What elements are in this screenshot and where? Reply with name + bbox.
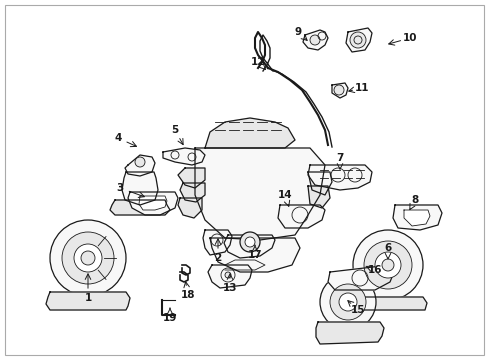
Circle shape xyxy=(224,272,230,278)
Circle shape xyxy=(309,35,319,45)
Polygon shape xyxy=(403,210,429,226)
Text: 6: 6 xyxy=(384,243,391,253)
Circle shape xyxy=(240,232,260,252)
Circle shape xyxy=(352,230,422,300)
Polygon shape xyxy=(392,205,441,230)
Polygon shape xyxy=(204,118,294,148)
Polygon shape xyxy=(178,198,202,218)
Polygon shape xyxy=(195,148,325,240)
Circle shape xyxy=(374,252,400,278)
Text: 3: 3 xyxy=(116,183,123,193)
Circle shape xyxy=(244,237,254,247)
Polygon shape xyxy=(307,186,329,208)
Text: 9: 9 xyxy=(294,27,301,37)
Text: 4: 4 xyxy=(114,133,122,143)
Polygon shape xyxy=(315,322,383,344)
Circle shape xyxy=(74,244,102,272)
Polygon shape xyxy=(278,205,325,228)
Text: 12: 12 xyxy=(250,57,264,67)
Polygon shape xyxy=(346,28,371,52)
Circle shape xyxy=(319,274,375,330)
Polygon shape xyxy=(163,148,204,165)
Text: 18: 18 xyxy=(181,290,195,300)
Polygon shape xyxy=(122,172,158,205)
Circle shape xyxy=(338,293,356,311)
Text: 17: 17 xyxy=(247,250,262,260)
Circle shape xyxy=(363,241,411,289)
Polygon shape xyxy=(110,200,170,215)
Polygon shape xyxy=(125,155,155,176)
Polygon shape xyxy=(178,168,204,188)
Text: 7: 7 xyxy=(336,153,343,163)
Polygon shape xyxy=(224,235,274,258)
Circle shape xyxy=(333,85,343,95)
Text: 2: 2 xyxy=(214,253,221,263)
Text: 11: 11 xyxy=(354,83,368,93)
Polygon shape xyxy=(128,192,178,215)
Circle shape xyxy=(81,251,95,265)
Text: 8: 8 xyxy=(410,195,418,205)
Polygon shape xyxy=(331,83,347,98)
Polygon shape xyxy=(348,297,426,310)
Polygon shape xyxy=(139,196,167,210)
Text: 10: 10 xyxy=(402,33,416,43)
Polygon shape xyxy=(307,172,331,195)
Polygon shape xyxy=(307,165,371,190)
Text: 15: 15 xyxy=(350,305,365,315)
Text: 13: 13 xyxy=(223,283,237,293)
Circle shape xyxy=(135,157,145,167)
Polygon shape xyxy=(327,265,393,290)
Circle shape xyxy=(329,284,365,320)
Text: 16: 16 xyxy=(367,265,382,275)
Text: 19: 19 xyxy=(163,313,177,323)
Circle shape xyxy=(381,259,393,271)
Polygon shape xyxy=(207,265,251,288)
Circle shape xyxy=(349,32,365,48)
Polygon shape xyxy=(180,183,204,202)
Text: 5: 5 xyxy=(171,125,178,135)
Text: 1: 1 xyxy=(84,293,91,303)
Polygon shape xyxy=(203,230,231,255)
Polygon shape xyxy=(303,30,327,50)
Circle shape xyxy=(50,220,126,296)
Polygon shape xyxy=(209,238,299,272)
Polygon shape xyxy=(46,292,130,310)
Circle shape xyxy=(62,232,114,284)
Text: 14: 14 xyxy=(277,190,292,200)
